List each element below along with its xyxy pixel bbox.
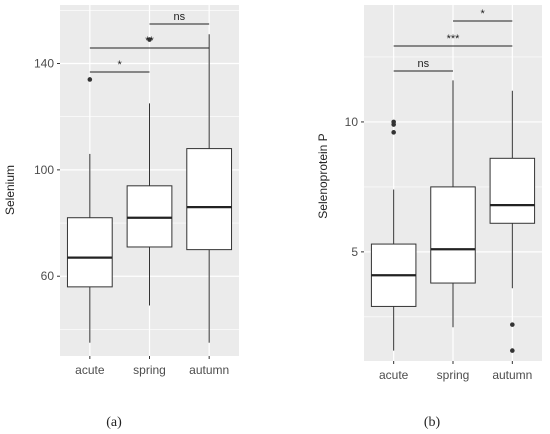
box-iqr — [66, 217, 113, 288]
y-axis-title: Selenium — [3, 165, 17, 215]
significance-acute-spring: ns — [393, 58, 453, 72]
significance-label: *** — [447, 33, 461, 45]
panel-label: (a) — [106, 415, 122, 430]
outlier-point — [510, 348, 515, 353]
y-tick-label: 140 — [34, 57, 54, 71]
outlier-point — [147, 37, 152, 42]
outlier-point — [87, 77, 93, 82]
x-tick-label-acute: acute — [379, 368, 409, 382]
significance-label: * — [118, 59, 123, 71]
box-iqr — [186, 148, 233, 251]
x-tick-label-acute: acute — [75, 363, 105, 377]
significance-spring-autumn: ns — [149, 11, 210, 25]
panel-label: (b) — [424, 415, 441, 430]
x-tick-label-spring: spring — [133, 363, 166, 377]
y-tick-label: 100 — [34, 163, 54, 177]
box-spring — [430, 80, 476, 328]
box-autumn — [186, 34, 233, 343]
significance-label: ** — [145, 35, 154, 47]
x-tick-label-spring: spring — [437, 368, 470, 382]
significance-label: * — [481, 8, 486, 20]
outlier-point — [391, 130, 396, 135]
outlier-point — [391, 119, 396, 125]
box-spring — [126, 37, 173, 306]
box-acute — [66, 77, 113, 343]
box-iqr — [489, 157, 536, 224]
y-axis-title: Selenoprotein P — [316, 133, 330, 218]
significance-acute-spring: * — [89, 59, 150, 73]
box-autumn — [489, 90, 536, 353]
box-iqr — [430, 186, 476, 284]
significance-acute-autumn: *** — [393, 33, 513, 47]
y-tick-label: 60 — [41, 269, 55, 283]
x-tick-label-autumn: autumn — [189, 363, 229, 377]
significance-label: ns — [174, 11, 186, 23]
significance-spring-autumn: * — [453, 8, 513, 22]
y-tick-label: 5 — [351, 245, 358, 259]
x-tick-label-autumn: autumn — [492, 368, 532, 382]
significance-label: ns — [418, 58, 430, 70]
y-tick-label: 10 — [345, 115, 359, 129]
box-acute — [370, 119, 417, 351]
box-iqr — [126, 185, 173, 248]
outlier-point — [510, 322, 515, 327]
significance-acute-autumn: ** — [89, 35, 210, 49]
